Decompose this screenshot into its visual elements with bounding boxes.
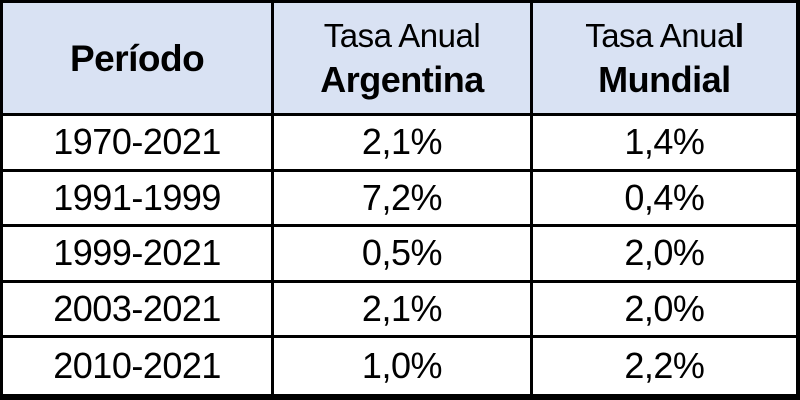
tasa-argentina-cell: 2,1%: [274, 282, 533, 339]
period-cell: 2010-2021: [3, 338, 275, 394]
period-cell: 2003-2021: [3, 282, 275, 339]
header-periodo-label: Período: [69, 37, 205, 79]
header-tasa-argentina-line2: Argentina: [320, 58, 484, 100]
header-tasa-argentina-line1: Tasa Anual: [323, 16, 481, 54]
tasa-mundial-cell: 2,2%: [532, 338, 796, 394]
tasa-mundial-cell: 1,4%: [532, 116, 796, 172]
tasa-mundial-cell: 2,0%: [532, 282, 796, 339]
header-periodo: Período: [3, 3, 275, 116]
period-cell: 1999-2021: [3, 227, 275, 283]
tasa-mundial-cell: 2,0%: [532, 227, 796, 283]
header-tasa-mundial: Tasa Anua l Mundial: [532, 3, 796, 116]
header-tasa-argentina: Tasa Anual Argentina: [274, 3, 533, 116]
header-tasa-mundial-line2: Mundial: [598, 58, 731, 100]
tasa-argentina-cell: 7,2%: [274, 171, 533, 228]
header-tasa-mundial-line1: Tasa Anua l: [585, 16, 744, 54]
tasa-mundial-cell: 0,4%: [532, 171, 796, 228]
period-cell: 1991-1999: [3, 171, 275, 228]
tasa-argentina-cell: 1,0%: [274, 338, 533, 394]
period-cell: 1970-2021: [3, 116, 275, 172]
tasa-argentina-cell: 2,1%: [274, 116, 533, 172]
tasa-argentina-cell: 0,5%: [274, 227, 533, 283]
